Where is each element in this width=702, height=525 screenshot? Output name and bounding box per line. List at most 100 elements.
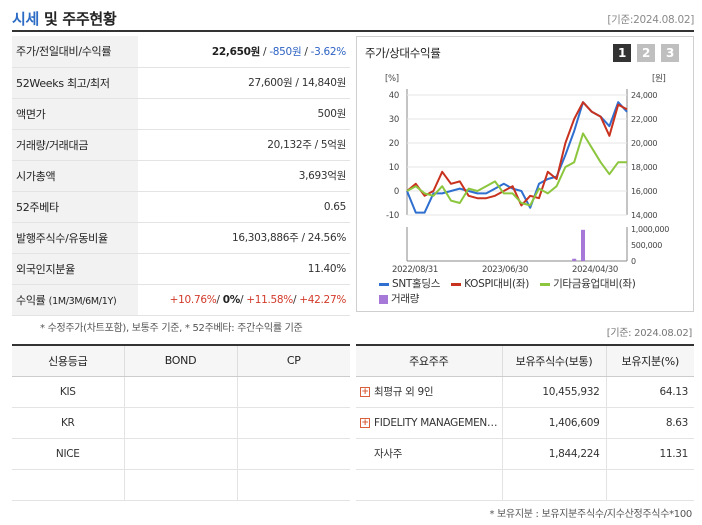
- credit-rating-table: 신용등급 BOND CP KIS KR NICE: [12, 344, 350, 501]
- row-label: 거래량/거래대금: [12, 129, 138, 160]
- returns-label-sub: (1M/3M/6M/1Y): [48, 295, 117, 307]
- holder-name: FIDELITY MANAGEMENT & RESEARCH: [374, 416, 500, 429]
- legend-item: SNT홀딩스: [379, 277, 440, 292]
- left-tick-label: 0: [394, 187, 399, 197]
- right-tick-label: 14,000: [631, 211, 657, 220]
- left-tick-label: -10: [386, 211, 399, 221]
- table-row: 수익률 (1M/3M/6M/1Y) +10.76%/ 0%/ +11.58%/ …: [12, 284, 350, 315]
- price-rate: -3.62%: [310, 45, 347, 58]
- holder-name: 최평규 외 9인: [374, 386, 434, 398]
- volume-bar: [581, 229, 585, 261]
- footnote-right: [기준: 2024.08.02]: [606, 328, 693, 339]
- table-row: + FIDELITY MANAGEMENT & RESEARCH 1,406,60…: [356, 407, 694, 439]
- returns-label: 수익률: [16, 293, 46, 307]
- row-value: 0.65: [323, 200, 346, 213]
- holder-name-cell: + FIDELITY MANAGEMENT & RESEARCH: [356, 407, 503, 439]
- left-tick-label: 30: [389, 115, 399, 125]
- return-1m: +10.76%: [169, 293, 217, 306]
- price-cell: 22,650원 / -850원 / -3.62%: [211, 45, 347, 58]
- table-header-row: 신용등급 BOND CP: [12, 345, 350, 377]
- chart-tab-3[interactable]: 3: [661, 44, 679, 62]
- volume-tick-label: 0: [631, 257, 636, 266]
- table-row: KIS: [12, 376, 350, 408]
- holder-name-cell: + 최평규 외 9인: [356, 376, 503, 408]
- legend-swatch: [540, 282, 551, 286]
- bond-cell: [124, 376, 238, 408]
- agency-cell: [12, 469, 125, 501]
- chart-tab-1[interactable]: 1: [613, 44, 631, 62]
- left-tick-label: 10: [389, 163, 399, 173]
- cp-cell: [237, 438, 350, 470]
- table-row: 발행주식수/유동비율 16,303,886주 / 24.56%: [12, 222, 350, 253]
- holder-name: 자사주: [374, 448, 403, 460]
- pct-cell: 8.63: [606, 407, 694, 439]
- agency-cell: KR: [12, 407, 125, 439]
- return-1y: +42.27%: [299, 293, 346, 306]
- cp-cell: [237, 407, 350, 439]
- row-label: 52Weeks 최고/최저: [12, 67, 138, 98]
- table-row: 외국인지분율 11.40%: [12, 253, 350, 284]
- table-row: 거래량/거래대금 20,132주 / 5억원: [12, 129, 350, 160]
- shares-cell: 10,455,932: [502, 376, 607, 408]
- table-row: 액면가 500원: [12, 98, 350, 129]
- row-label: 주가/전일대비/수익률: [12, 36, 138, 67]
- section-title-rest: 및 주주현황: [39, 10, 117, 28]
- chart-tab-2[interactable]: 2: [637, 44, 655, 62]
- holder-name-cell: 자사주: [356, 438, 503, 470]
- footnote-bottom: * 보유지분 : 보유지분주식수/지수산정주식수*100: [489, 509, 692, 520]
- pct-cell: [606, 469, 694, 501]
- right-tick-label: 22,000: [631, 115, 657, 124]
- right-unit-label: [원]: [652, 74, 666, 84]
- x-tick-label: 2023/06/30: [482, 265, 528, 275]
- table-header-row: 주요주주 보유주식수(보통) 보유지분(%): [356, 345, 694, 377]
- row-value: 27,600원 / 14,840원: [248, 77, 346, 89]
- volume-tick-label: 500,000: [631, 241, 662, 250]
- bond-cell: [124, 438, 238, 470]
- row-label: 외국인지분율: [12, 253, 138, 284]
- volume-tick-label: 1,000,000: [631, 225, 669, 234]
- cp-cell: [237, 469, 350, 501]
- footnote-left: * 수정주가(차트포함), 보통주 기준, * 52주베타: 주간수익률 기준: [40, 323, 303, 334]
- row-value: 16,303,886주 / 24.56%: [231, 232, 346, 244]
- chart-panel: 주가/상대수익률 1 2 3 [%] [원] 40 30 20 10 0 -10 24,000 2…: [356, 36, 694, 312]
- legend-swatch: [451, 282, 462, 286]
- shares-cell: [502, 469, 607, 501]
- left-unit-label: [%]: [385, 74, 399, 84]
- row-value: 11.40%: [307, 262, 347, 275]
- left-tick-label: 40: [389, 91, 399, 101]
- table-row: 자사주 1,844,224 11.31: [356, 438, 694, 470]
- section-title-accent: 시세: [12, 10, 40, 28]
- pct-cell: 11.31: [606, 438, 694, 470]
- row-label: 수익률 (1M/3M/6M/1Y): [12, 284, 138, 315]
- right-tick-label: 18,000: [631, 163, 657, 172]
- table-row: 주가/전일대비/수익률 22,650원 / -850원 / -3.62%: [12, 36, 350, 67]
- row-label: 발행주식수/유동비율: [12, 222, 138, 253]
- table-row: [12, 469, 350, 501]
- bond-cell: [124, 407, 238, 439]
- right-tick-label: 16,000: [631, 187, 657, 196]
- expand-plus-icon[interactable]: +: [360, 417, 370, 428]
- reference-date: [기준:2024.08.02]: [607, 14, 694, 26]
- column-header: 보유주식수(보통): [502, 345, 607, 377]
- agency-cell: NICE: [12, 438, 125, 470]
- expand-plus-icon[interactable]: +: [360, 386, 370, 397]
- holder-name-cell: [356, 469, 503, 501]
- shares-cell: 1,406,609: [502, 407, 607, 439]
- x-tick-label: 2022/08/31: [392, 265, 438, 275]
- column-header: 보유지분(%): [606, 345, 694, 377]
- legend-item: 기타금융업대비(좌): [540, 277, 636, 292]
- row-value: 20,132주 / 5억원: [267, 139, 346, 151]
- return-chart: [%] [원] 40 30 20 10 0 -10 24,000 22,000 20,000 18,0…: [385, 74, 670, 275]
- column-header: 신용등급: [12, 345, 125, 377]
- section-title: 시세 및 주주현황: [12, 8, 117, 29]
- return-3m: 0%: [222, 293, 241, 306]
- chart-legend: SNT홀딩스 KOSPI대비(좌) 기타금융업대비(좌) 거래량: [379, 277, 689, 307]
- table-row: 시가총액 3,693억원: [12, 160, 350, 191]
- row-label: 액면가: [12, 98, 138, 129]
- x-tick-label: 2024/04/30: [572, 265, 618, 275]
- pct-cell: 64.13: [606, 376, 694, 408]
- table-row: [356, 469, 694, 501]
- legend-swatch: [379, 294, 388, 304]
- row-value: 500원: [317, 108, 346, 120]
- left-tick-label: 20: [389, 139, 399, 149]
